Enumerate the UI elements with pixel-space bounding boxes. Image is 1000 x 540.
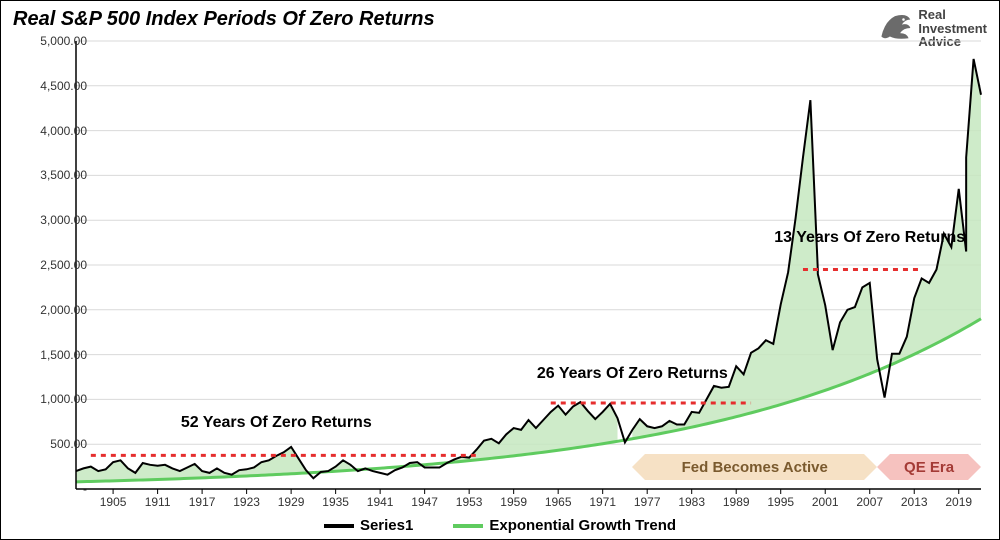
y-tick-label: 1,500.00 [27,348,87,362]
y-tick-label: 1,000.00 [27,392,87,406]
legend-swatch [453,524,483,528]
legend-swatch [324,524,354,528]
x-tick-label: 2013 [901,495,928,509]
x-tick-label: 1989 [723,495,750,509]
x-tick-label: 1983 [678,495,705,509]
era-arrow-left [877,454,890,480]
x-tick-label: 1995 [767,495,794,509]
x-tick-label: 2001 [812,495,839,509]
legend-label: Exponential Growth Trend [489,517,676,534]
y-tick-label: 3,500.00 [27,168,87,182]
y-tick-label: 2,500.00 [27,258,87,272]
era-band: QE Era [890,454,968,480]
annotation-label: 13 Years Of Zero Returns [774,229,965,247]
x-tick-label: 1941 [367,495,394,509]
x-tick-label: 1917 [189,495,216,509]
era-arrow-right [968,454,981,480]
x-tick-label: 1905 [100,495,127,509]
x-tick-label: 1959 [500,495,527,509]
x-tick-label: 1935 [322,495,349,509]
x-tick-label: 1947 [411,495,438,509]
x-tick-label: 1923 [233,495,260,509]
x-tick-label: 1929 [278,495,305,509]
x-tick-label: 2019 [945,495,972,509]
x-tick-label: 1977 [634,495,661,509]
x-tick-label: 1971 [589,495,616,509]
x-tick-label: 1953 [456,495,483,509]
era-arrow-left [632,454,645,480]
era-band: Fed Becomes Active [645,454,864,480]
y-tick-label: 2,000.00 [27,303,87,317]
y-tick-label: 3,000.00 [27,213,87,227]
x-tick-label: 1911 [145,495,171,509]
x-tick-label: 2007 [856,495,883,509]
chart-container: Real S&P 500 Index Periods Of Zero Retur… [0,0,1000,540]
legend: Series1 Exponential Growth Trend [1,517,999,534]
annotation-label: 26 Years Of Zero Returns [537,365,728,383]
legend-label: Series1 [360,517,413,534]
annotation-label: 52 Years Of Zero Returns [181,414,372,432]
y-tick-label: - [27,482,87,496]
y-tick-label: 500.00 [27,437,87,451]
y-tick-label: 4,500.00 [27,79,87,93]
y-tick-label: 5,000.00 [27,34,87,48]
legend-item-trend: Exponential Growth Trend [453,517,676,534]
x-tick-label: 1965 [545,495,572,509]
era-arrow-right [864,454,877,480]
y-tick-label: 4,000.00 [27,124,87,138]
chart-title: Real S&P 500 Index Periods Of Zero Retur… [13,8,435,31]
legend-item-series: Series1 [324,517,413,534]
